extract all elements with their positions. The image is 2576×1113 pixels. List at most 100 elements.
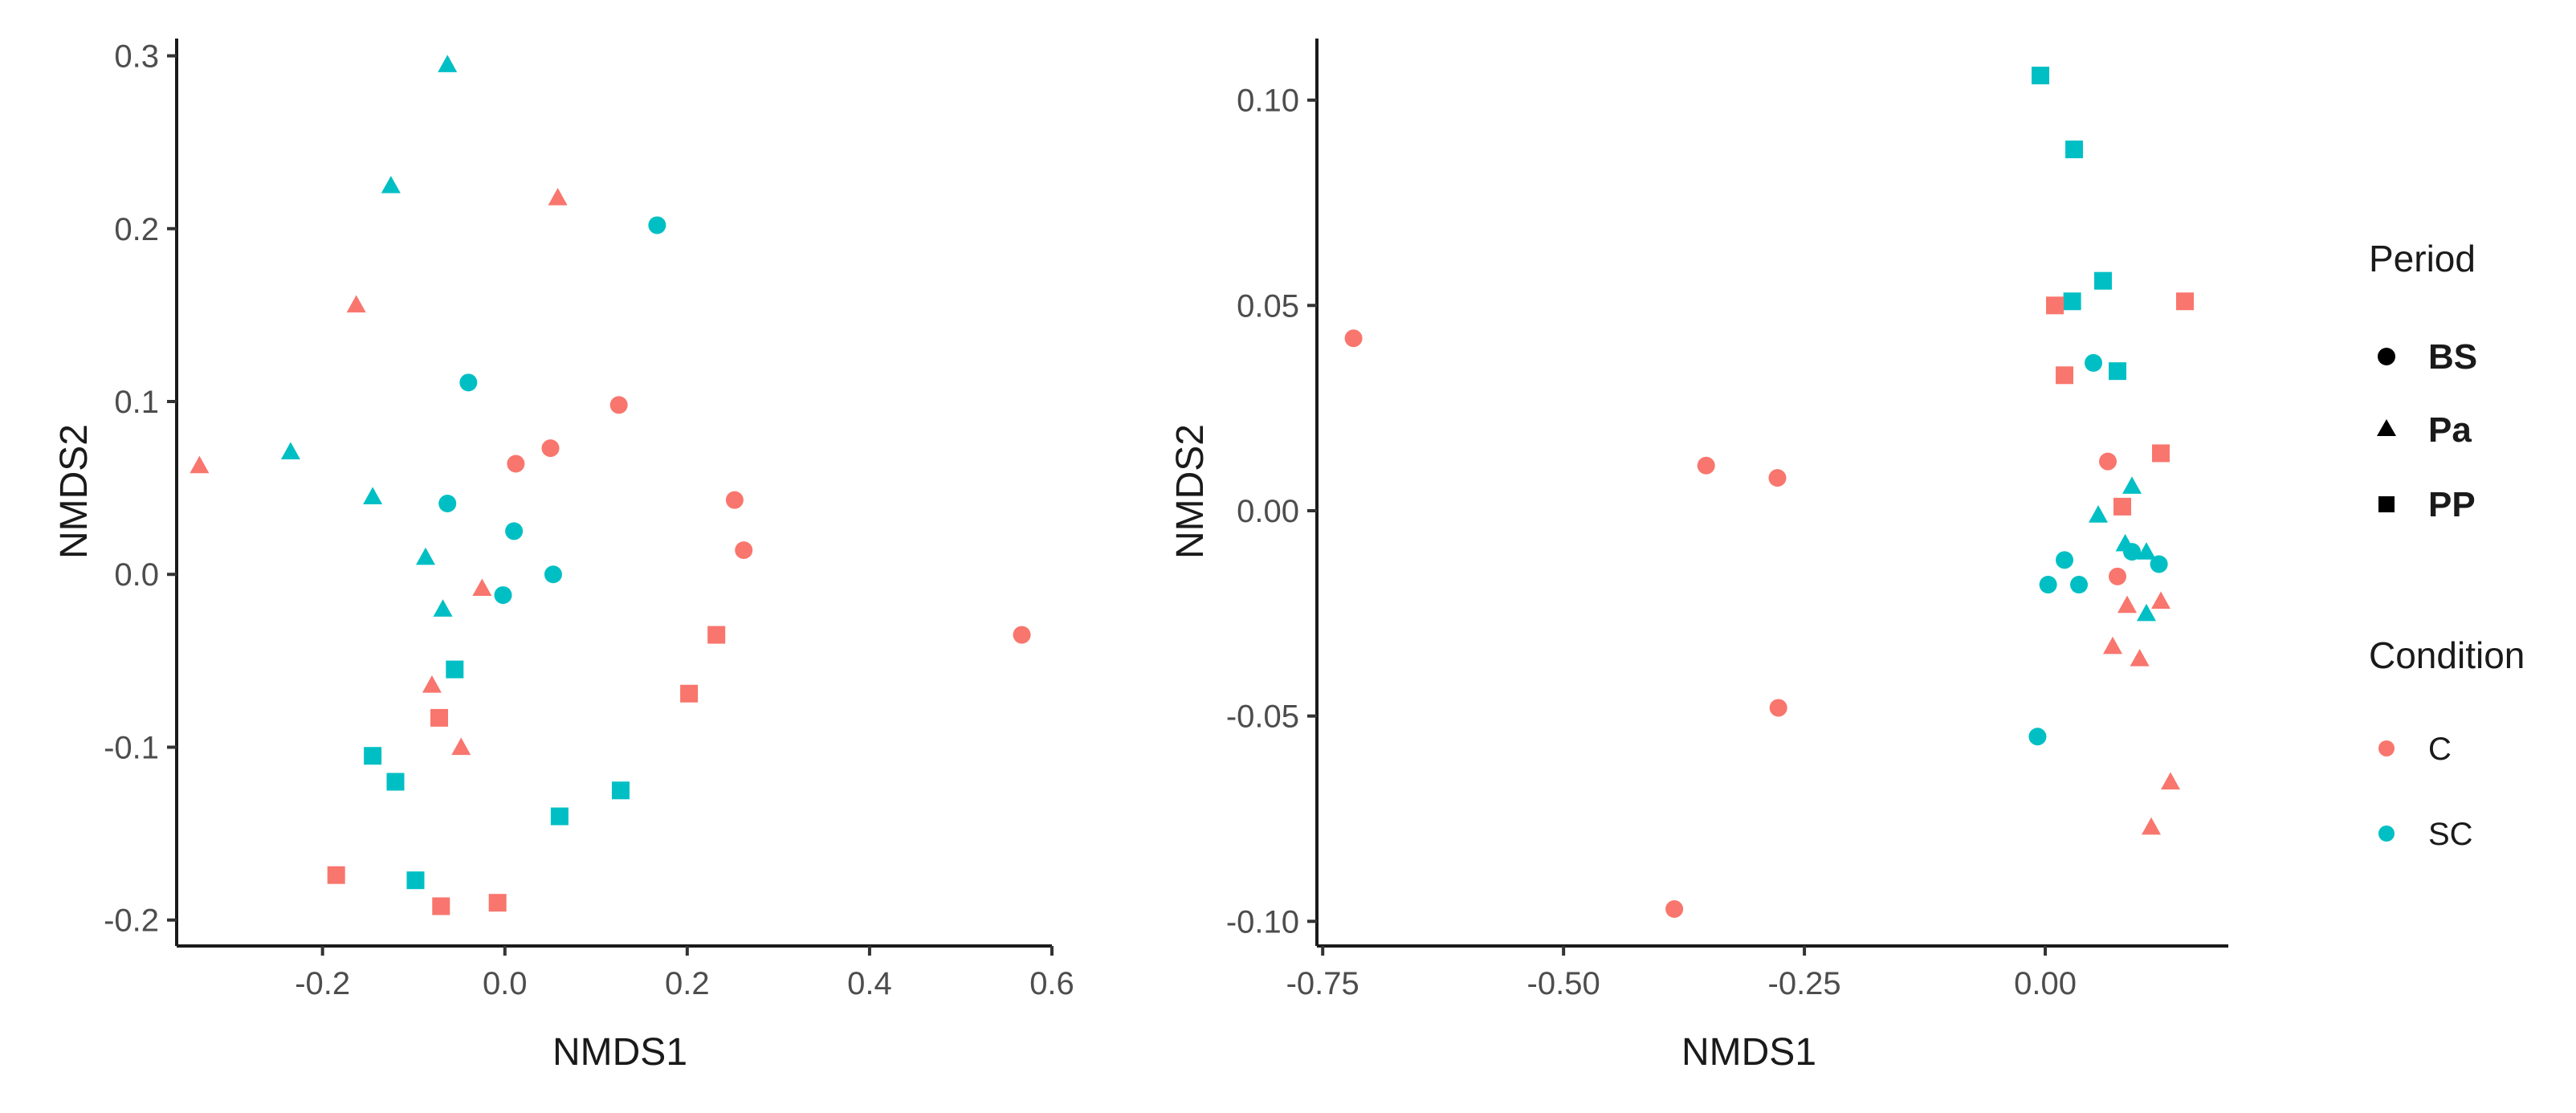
left-y-tick-label: -0.1 <box>104 730 159 765</box>
left-point-pp-c <box>430 708 448 727</box>
left-point-pa-c <box>472 578 492 597</box>
legend-condition-c-label: C <box>2428 732 2452 767</box>
left-x-tick-label: 0.4 <box>847 966 892 1001</box>
right-point-bs-sc <box>2123 543 2142 561</box>
right-axes: -0.75 -0.50 -0.25 0.00 -0.10 -0.05 0.00 0.05 0.1… <box>1226 39 2228 1001</box>
left-x-tick-label: 0.2 <box>665 966 710 1001</box>
right-point-bs-c <box>1768 469 1787 487</box>
left-x-tick-label: 0.0 <box>483 966 528 1001</box>
left-x-tick-label: 0.6 <box>1029 966 1074 1001</box>
left-point-pa-sc <box>363 487 383 504</box>
right-point-pa-c <box>2130 649 2150 667</box>
legend-condition-sc-label: SC <box>2428 817 2473 852</box>
left-point-bs-c <box>541 439 560 458</box>
right-point-bs-sc <box>2039 576 2057 594</box>
right-point-bs-c <box>1344 329 1363 348</box>
right-point-pp-c <box>2176 292 2195 311</box>
right-x-tick-label: -0.50 <box>1527 966 1600 1001</box>
left-x-axis-title: NMDS1 <box>552 1031 687 1074</box>
right-x-tick-label: 0.00 <box>2014 966 2077 1001</box>
right-point-pa-c <box>2151 591 2171 610</box>
left-point-pp-c <box>680 684 699 703</box>
left-point-bs-sc <box>494 586 512 605</box>
right-point-pp-c <box>2046 296 2064 315</box>
left-y-tick-label: 0.2 <box>114 212 159 247</box>
left-point-pp-sc <box>406 871 425 890</box>
legend-period-pp-label: PP <box>2428 485 2476 524</box>
left-point-pp-sc <box>446 660 464 679</box>
left-point-bs-c <box>1013 626 1031 644</box>
right-point-pp-sc <box>2032 67 2050 85</box>
left-point-pp-c <box>488 894 507 912</box>
right-y-tick-label: 0.05 <box>1237 288 1299 324</box>
legend-c-key <box>2378 740 2395 756</box>
left-points-layer <box>190 55 1031 915</box>
left-point-pa-sc <box>381 175 401 194</box>
right-nmds-plot: -0.75 -0.50 -0.25 0.00 -0.10 -0.05 0.00 0.05 0.1… <box>1169 39 2228 1074</box>
right-point-pp-c <box>2152 444 2170 463</box>
left-point-pp-sc <box>550 807 569 826</box>
legend-sc-key <box>2378 826 2395 842</box>
right-point-pa-c <box>2103 636 2123 654</box>
left-point-pp-sc <box>386 773 405 791</box>
legend-condition-title: Condition <box>2369 634 2525 676</box>
left-y-axis-title: NMDS2 <box>53 424 96 559</box>
left-point-pa-sc <box>433 599 453 617</box>
right-point-bs-c <box>1697 456 1715 475</box>
left-point-pa-c <box>190 455 210 474</box>
legend-circle-key <box>2378 348 2395 365</box>
legend-triangle-key <box>2377 419 2396 436</box>
left-point-bs-sc <box>648 216 666 234</box>
left-point-pa-c <box>422 675 442 693</box>
left-point-pp-c <box>707 626 726 644</box>
left-point-pa-sc <box>415 547 435 565</box>
right-point-pp-sc <box>2065 141 2084 159</box>
right-y-tick-label: -0.10 <box>1226 904 1299 940</box>
right-point-bs-sc <box>2056 551 2074 569</box>
left-point-pp-sc <box>364 747 382 765</box>
left-axes: -0.2 0.0 0.2 0.4 0.6 -0.2 -0.1 0.0 0.1 0.2 0.3 <box>104 39 1074 1001</box>
right-x-axis-title: NMDS1 <box>1681 1031 1816 1074</box>
right-point-bs-c <box>2099 452 2117 471</box>
right-point-bs-c <box>2109 567 2127 585</box>
right-points-layer <box>1344 67 2195 918</box>
right-point-pp-sc <box>2063 292 2081 311</box>
left-point-bs-c <box>735 541 753 560</box>
left-point-bs-sc <box>544 565 562 584</box>
left-point-bs-c <box>507 455 525 473</box>
right-point-pa-sc <box>2137 542 2157 560</box>
right-y-tick-label: 0.10 <box>1237 84 1299 119</box>
right-point-pp-sc <box>2094 271 2113 290</box>
right-point-bs-sc <box>2150 555 2168 573</box>
legend: Period BS Pa PP Condition C SC <box>2369 238 2525 852</box>
left-point-pp-c <box>432 897 450 915</box>
left-y-tick-label: 0.0 <box>114 557 159 593</box>
right-y-tick-label: 0.00 <box>1237 494 1299 529</box>
right-y-axis-title: NMDS2 <box>1169 424 1212 559</box>
left-point-pa-sc <box>438 55 458 72</box>
left-y-tick-label: 0.3 <box>114 39 159 75</box>
legend-period-bs-label: BS <box>2428 337 2477 377</box>
right-y-tick-label: -0.05 <box>1226 699 1299 735</box>
right-point-bs-c <box>1665 899 1684 918</box>
right-point-bs-sc <box>2070 576 2089 594</box>
legend-period-pa-label: Pa <box>2428 410 2472 450</box>
right-point-bs-sc <box>2028 728 2047 746</box>
left-point-bs-c <box>609 396 628 414</box>
left-x-tick-label: -0.2 <box>295 966 350 1001</box>
left-point-pa-c <box>451 737 471 756</box>
left-nmds-plot: -0.2 0.0 0.2 0.4 0.6 -0.2 -0.1 0.0 0.1 0.2 0.3 NMD… <box>53 39 1074 1074</box>
left-point-bs-sc <box>459 373 478 392</box>
left-point-pa-c <box>346 295 366 313</box>
right-x-tick-label: -0.75 <box>1286 966 1359 1001</box>
right-point-pa-sc <box>2122 476 2142 494</box>
right-point-pp-sc <box>2109 362 2127 381</box>
legend-square-key <box>2378 496 2395 512</box>
right-point-pa-c <box>2117 595 2138 614</box>
legend-period-title: Period <box>2369 238 2476 279</box>
right-point-pa-sc <box>2089 505 2109 523</box>
left-point-pa-c <box>548 188 568 206</box>
right-point-pa-c <box>2142 817 2162 835</box>
right-point-bs-c <box>1769 699 1787 717</box>
